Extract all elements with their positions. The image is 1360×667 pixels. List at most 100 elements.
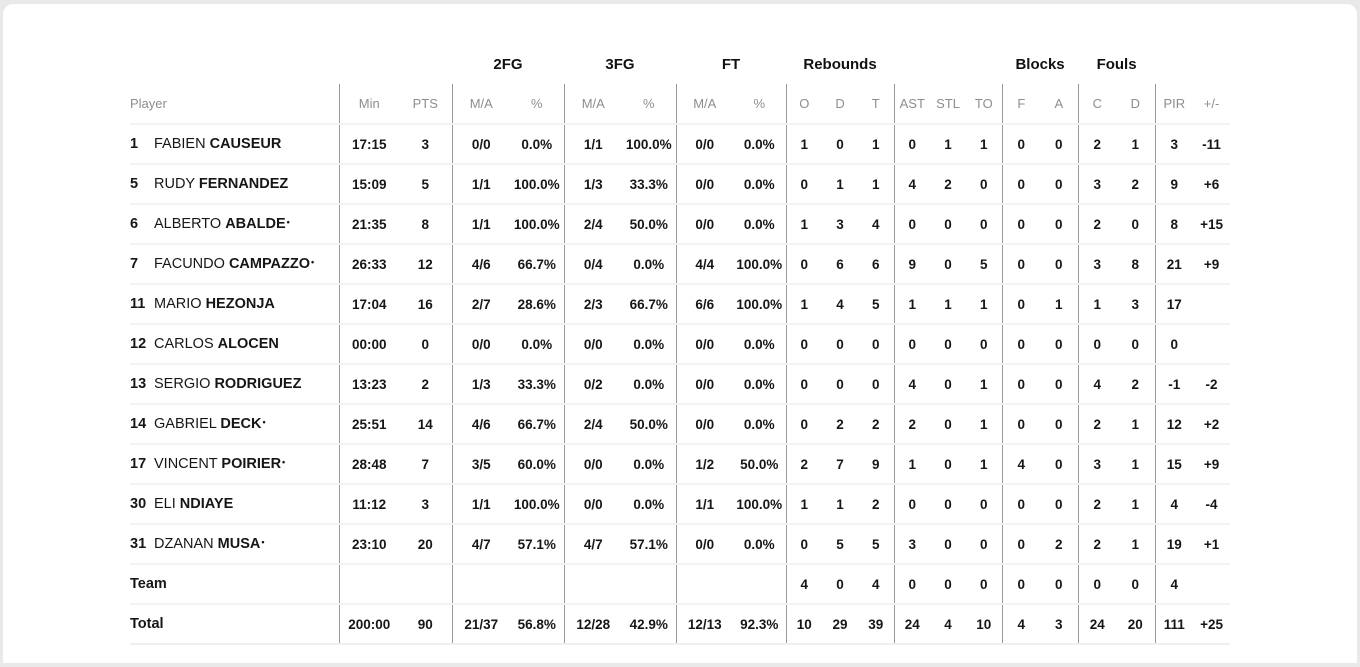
player-row: 1 FABIEN CAUSEUR 17:15 3 0/0 0.0% 1/1 100.0% 0/0…	[130, 123, 1231, 164]
player-name[interactable]: GABRIEL DECK•	[154, 416, 266, 432]
player-name[interactable]: ELI NDIAYE	[154, 496, 233, 512]
stat-pm-cell: +2	[1193, 403, 1231, 444]
stat-foul-c-cell: 4	[1077, 363, 1117, 404]
player-name[interactable]: VINCENT POIRIER•	[154, 456, 285, 472]
stat-foul-d-cell: 0	[1116, 203, 1156, 244]
stat-ft-ma-cell: 0/0	[675, 123, 733, 164]
team-row: Team 4 0 4 0 0 0 0 0 0 0 4	[130, 563, 1231, 604]
group-header-2fg: 2FG	[493, 55, 523, 73]
stat-ft-pct-cell: 0.0%	[733, 163, 787, 204]
player-first-name: CARLOS	[154, 336, 214, 352]
stat-stl-cell: 0	[930, 243, 967, 284]
player-name[interactable]: RUDY FERNANDEZ	[154, 176, 288, 192]
player-row: 6 ALBERTO ABALDE• 21:35 8 1/1 100.0% 2/4 50.0% 0…	[130, 203, 1231, 244]
stat-to-cell: 1	[966, 443, 1003, 484]
stat-ast-cell: 0	[893, 323, 931, 364]
stat-min-cell: 17:15	[338, 123, 399, 164]
stat-reb-t-cell: 1	[858, 163, 895, 204]
stat-fg2-pct-cell: 0.0%	[510, 123, 564, 164]
stat-pm-cell: -2	[1193, 363, 1231, 404]
player-cell: 12 CARLOS ALOCEN	[130, 323, 339, 364]
player-row: 7 FACUNDO CAMPAZZO• 26:33 12 4/6 66.7% 0/4 0.0%…	[130, 243, 1231, 284]
stat-reb-d-cell: 0	[822, 363, 859, 404]
stat-to-cell: 10	[966, 603, 1003, 645]
player-name[interactable]: MARIO HEZONJA	[154, 296, 275, 312]
player-first-name: FACUNDO	[154, 256, 225, 272]
stat-blk-f-cell: 0	[1001, 243, 1041, 284]
player-number: 30	[130, 496, 147, 512]
stat-foul-d-cell: 3	[1116, 283, 1156, 324]
stat-fg3-ma-cell: 4/7	[563, 523, 622, 564]
stat-foul-d-cell: 0	[1116, 563, 1156, 604]
player-last-name: CAUSEUR	[209, 136, 282, 152]
col-header-ft-pct: %	[753, 96, 766, 111]
stat-ft-ma-cell: 0/0	[675, 403, 733, 444]
stat-fg2-ma-cell: 0/0	[451, 323, 510, 364]
stat-stl-cell: 0	[930, 443, 967, 484]
player-name[interactable]: ALBERTO ABALDE•	[154, 216, 290, 232]
stat-fg2-pct-cell: 28.6%	[510, 283, 564, 324]
player-name[interactable]: DZANAN MUSA•	[154, 536, 265, 552]
team-label: Team	[130, 576, 167, 592]
stat-fg3-pct-cell: 50.0%	[622, 403, 676, 444]
stat-reb-d-cell: 5	[822, 523, 859, 564]
player-cell: 17 VINCENT POIRIER•	[130, 443, 339, 484]
stat-foul-c-cell: 2	[1077, 123, 1117, 164]
player-cell: 5 RUDY FERNANDEZ	[130, 163, 339, 204]
col-header-ast: AST	[893, 84, 931, 124]
stat-fg2-pct-cell: 100.0%	[510, 163, 564, 204]
stat-fg2-ma-cell: 1/3	[451, 363, 510, 404]
col-header-ft-ma: M/A	[675, 84, 733, 124]
stat-pts-cell	[399, 563, 452, 604]
stat-stl-cell: 0	[930, 483, 967, 524]
stat-pts-cell: 8	[399, 203, 452, 244]
stat-pts-cell: 20	[399, 523, 452, 564]
stat-fg2-pct-cell	[510, 563, 564, 604]
stat-fg2-pct-cell: 57.1%	[510, 523, 564, 564]
stat-pir-cell: 19	[1154, 523, 1194, 564]
box-score-card: 2FG 3FG FT Rebounds Blocks Fouls Player …	[3, 4, 1357, 663]
stat-pts-cell: 7	[399, 443, 452, 484]
player-row: 12 CARLOS ALOCEN 00:00 0 0/0 0.0% 0/0 0.0% 0/0 0.…	[130, 323, 1231, 364]
stat-stl-cell: 4	[930, 603, 967, 645]
stat-reb-o-cell: 0	[785, 363, 823, 404]
player-number: 12	[130, 336, 147, 352]
player-first-name: VINCENT	[154, 456, 218, 472]
player-row: 14 GABRIEL DECK• 25:51 14 4/6 66.7% 2/4 50.0% 0/…	[130, 403, 1231, 444]
stat-fg3-ma-cell: 1/3	[563, 163, 622, 204]
player-last-name: FERNANDEZ	[198, 176, 289, 192]
stat-pts-cell: 3	[399, 483, 452, 524]
col-header-3fg-pct: %	[642, 96, 655, 111]
stat-ft-ma-cell: 6/6	[675, 283, 733, 324]
col-header-to: TO	[974, 96, 993, 111]
player-first-name: ELI	[154, 496, 176, 512]
stat-pm-cell: +6	[1193, 163, 1231, 204]
player-name[interactable]: SERGIO RODRIGUEZ	[154, 376, 301, 392]
player-row: 31 DZANAN MUSA• 23:10 20 4/7 57.1% 4/7 57.1% 0/0…	[130, 523, 1231, 564]
total-label: Total	[130, 616, 164, 632]
stat-foul-d-cell: 1	[1116, 123, 1156, 164]
stat-pir-cell: 17	[1154, 283, 1194, 324]
player-name[interactable]: FACUNDO CAMPAZZO•	[154, 256, 314, 272]
player-name[interactable]: CARLOS ALOCEN	[154, 336, 279, 352]
stat-fg2-ma-cell: 4/6	[451, 243, 510, 284]
player-row: 11 MARIO HEZONJA 17:04 16 2/7 28.6% 2/3 66.7% 6/…	[130, 283, 1231, 324]
stat-pts-cell: 14	[399, 403, 452, 444]
stat-ft-pct-cell: 100.0%	[733, 283, 787, 324]
player-last-name: DECK	[220, 416, 262, 432]
stat-reb-o-cell: 1	[785, 203, 823, 244]
stat-fg2-pct-cell: 33.3%	[510, 363, 564, 404]
stat-fg3-ma-cell: 0/0	[563, 443, 622, 484]
player-name[interactable]: FABIEN CAUSEUR	[154, 136, 281, 152]
stat-foul-d-cell: 1	[1116, 483, 1156, 524]
stat-pts-cell: 0	[399, 323, 452, 364]
column-header-row: Player Min PTS M/A % M/A % M/A % O D T A…	[130, 84, 1230, 124]
player-number: 6	[130, 216, 139, 232]
player-number: 7	[130, 256, 139, 272]
player-cell: 11 MARIO HEZONJA	[130, 283, 339, 324]
stat-ft-pct-cell: 0.0%	[733, 203, 787, 244]
stat-pir-cell: 4	[1154, 563, 1194, 604]
stat-group-header-row: 2FG 3FG FT Rebounds Blocks Fouls	[130, 44, 1230, 84]
stat-pts-cell: 12	[399, 243, 452, 284]
stat-reb-o-cell: 0	[785, 323, 823, 364]
